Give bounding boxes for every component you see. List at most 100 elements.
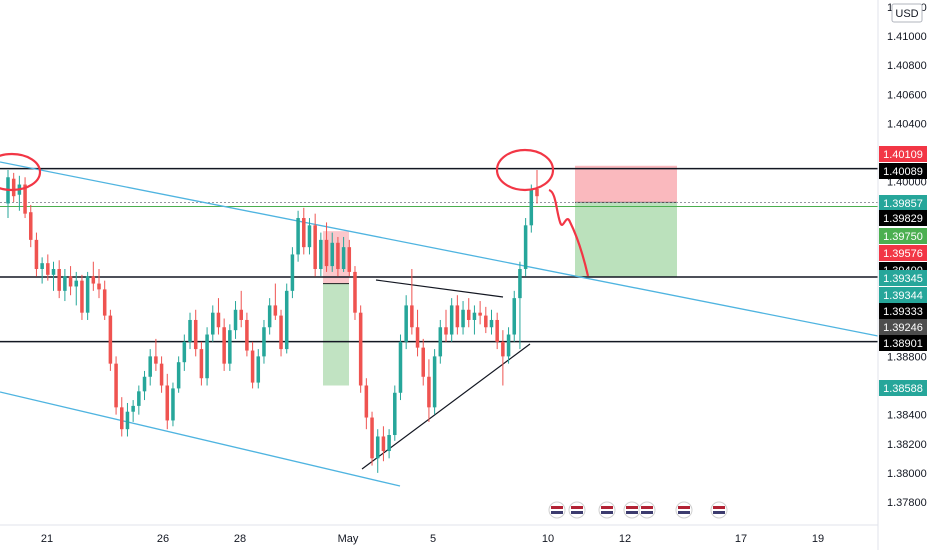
candle[interactable] bbox=[330, 232, 334, 272]
candle[interactable] bbox=[216, 298, 221, 335]
candle[interactable] bbox=[341, 236, 346, 272]
short-position-target-zone[interactable] bbox=[575, 202, 677, 278]
candle[interactable] bbox=[85, 271, 90, 320]
candle[interactable] bbox=[125, 402, 130, 437]
candle[interactable] bbox=[478, 301, 482, 325]
candle[interactable] bbox=[336, 236, 340, 277]
candle[interactable] bbox=[154, 338, 158, 371]
economic-event-flag-icon[interactable] bbox=[548, 501, 566, 519]
candle[interactable] bbox=[284, 283, 289, 354]
short-position-target-zone[interactable] bbox=[323, 283, 349, 386]
candle[interactable] bbox=[404, 295, 408, 350]
candle[interactable] bbox=[46, 254, 50, 281]
candle[interactable] bbox=[205, 327, 209, 386]
candle[interactable] bbox=[171, 382, 175, 427]
candle[interactable] bbox=[364, 378, 369, 430]
triangle-upper-line[interactable] bbox=[375, 279, 504, 298]
candle[interactable] bbox=[114, 356, 118, 415]
candle[interactable] bbox=[449, 298, 454, 342]
candle[interactable] bbox=[245, 312, 249, 357]
candle[interactable] bbox=[324, 222, 329, 272]
candle[interactable] bbox=[188, 312, 192, 350]
candle[interactable] bbox=[279, 309, 283, 357]
candle[interactable] bbox=[23, 177, 27, 219]
candle[interactable] bbox=[296, 210, 300, 262]
candle[interactable] bbox=[228, 324, 232, 371]
candle[interactable] bbox=[120, 397, 124, 437]
candle[interactable] bbox=[432, 349, 437, 415]
candle[interactable] bbox=[313, 213, 317, 277]
candle[interactable] bbox=[182, 334, 187, 371]
candle[interactable] bbox=[102, 280, 107, 320]
candle[interactable] bbox=[393, 385, 397, 441]
economic-event-flag-icon[interactable] bbox=[623, 501, 641, 519]
highlight-ellipse-drawing[interactable] bbox=[495, 148, 555, 192]
candle[interactable] bbox=[34, 232, 39, 277]
candle[interactable] bbox=[97, 269, 101, 299]
candle[interactable] bbox=[523, 218, 528, 277]
candle[interactable] bbox=[159, 356, 164, 393]
candle[interactable] bbox=[461, 301, 465, 335]
candle[interactable] bbox=[518, 261, 522, 350]
candle[interactable] bbox=[512, 290, 517, 342]
candle[interactable] bbox=[466, 298, 471, 328]
candle[interactable] bbox=[347, 239, 352, 277]
candle[interactable] bbox=[108, 309, 113, 371]
highlight-ellipse-drawing[interactable] bbox=[0, 152, 42, 192]
economic-events[interactable] bbox=[548, 501, 728, 519]
currency-badge[interactable]: USD bbox=[891, 3, 923, 23]
candle[interactable] bbox=[165, 373, 170, 430]
candle[interactable] bbox=[290, 247, 295, 299]
candle[interactable] bbox=[256, 349, 261, 389]
candle[interactable] bbox=[137, 385, 141, 415]
candle[interactable] bbox=[353, 266, 357, 320]
candle[interactable] bbox=[484, 306, 488, 334]
candle[interactable] bbox=[410, 269, 414, 335]
candle[interactable] bbox=[131, 400, 135, 422]
candle[interactable] bbox=[63, 269, 67, 302]
economic-event-flag-icon[interactable] bbox=[598, 501, 616, 519]
plot-area[interactable] bbox=[0, 148, 879, 487]
candle[interactable] bbox=[455, 295, 460, 335]
candle[interactable] bbox=[91, 261, 96, 291]
candle[interactable] bbox=[28, 204, 33, 248]
candle[interactable] bbox=[438, 319, 443, 364]
candle[interactable] bbox=[40, 257, 44, 284]
candle[interactable] bbox=[472, 305, 477, 335]
channel-upper-line[interactable] bbox=[0, 161, 879, 337]
candle[interactable] bbox=[421, 338, 425, 386]
candle[interactable] bbox=[415, 309, 420, 357]
candle[interactable] bbox=[74, 271, 79, 306]
candle[interactable] bbox=[11, 172, 16, 203]
candle[interactable] bbox=[375, 429, 380, 473]
candle[interactable] bbox=[51, 261, 56, 291]
candle[interactable] bbox=[506, 327, 511, 364]
candle[interactable] bbox=[68, 266, 73, 296]
candle[interactable] bbox=[529, 184, 534, 233]
candle[interactable] bbox=[273, 283, 278, 320]
candle[interactable] bbox=[319, 232, 323, 277]
candle[interactable] bbox=[239, 290, 243, 328]
candle[interactable] bbox=[80, 274, 84, 320]
candle[interactable] bbox=[381, 426, 386, 462]
candle[interactable] bbox=[199, 341, 204, 386]
candle[interactable] bbox=[501, 330, 505, 386]
time-axis[interactable]: 21 26 28 May 5 10 12 17 19 bbox=[41, 533, 824, 545]
candle[interactable] bbox=[489, 309, 494, 335]
candle[interactable] bbox=[193, 309, 198, 357]
candle[interactable] bbox=[535, 169, 539, 204]
economic-event-flag-icon[interactable] bbox=[568, 501, 586, 519]
candle[interactable] bbox=[495, 312, 499, 350]
candle[interactable] bbox=[307, 218, 312, 255]
candle[interactable] bbox=[142, 370, 147, 401]
candle[interactable] bbox=[370, 411, 374, 466]
projected-path-drawing[interactable] bbox=[548, 188, 590, 277]
candle[interactable] bbox=[444, 309, 448, 342]
candle[interactable] bbox=[233, 301, 238, 339]
candle[interactable] bbox=[176, 356, 181, 393]
channel-lower-line[interactable] bbox=[0, 391, 401, 487]
candle[interactable] bbox=[267, 298, 272, 335]
candle[interactable] bbox=[302, 207, 306, 255]
candle[interactable] bbox=[148, 349, 152, 386]
